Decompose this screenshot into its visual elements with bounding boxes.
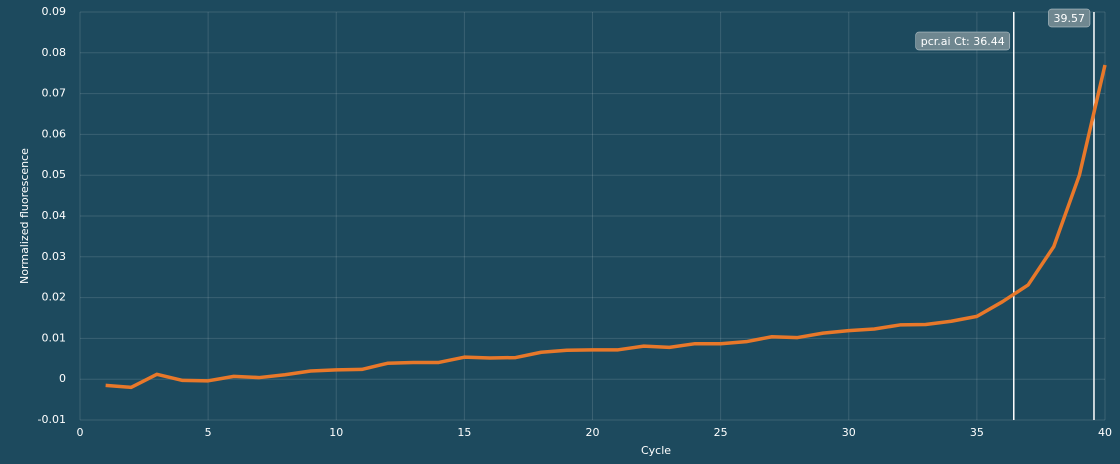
annotation-label: 39.57 — [1053, 12, 1085, 25]
x-tick-label: 30 — [842, 426, 856, 439]
x-tick-label: 40 — [1098, 426, 1112, 439]
y-tick-label: 0.01 — [42, 331, 67, 344]
y-tick-label: 0.02 — [42, 291, 67, 304]
x-axis-label: Cycle — [641, 444, 671, 457]
x-tick-label: 25 — [714, 426, 728, 439]
y-tick-label: 0.05 — [42, 168, 67, 181]
annotation-box — [1048, 8, 1091, 28]
x-tick-label: 15 — [457, 426, 471, 439]
x-tick-label: 5 — [205, 426, 212, 439]
y-tick-label: 0.08 — [42, 46, 67, 59]
x-tick-label: 20 — [586, 426, 600, 439]
y-tick-label: 0.09 — [42, 5, 67, 18]
y-axis-label: Normalized fluorescence — [18, 148, 31, 284]
y-tick-label: -0.01 — [38, 413, 66, 426]
y-tick-label: 0.03 — [42, 250, 67, 263]
y-tick-label: 0 — [59, 372, 66, 385]
annotation-box — [915, 31, 1011, 51]
y-tick-label: 0.06 — [42, 127, 67, 140]
annotation-label: pcr.ai Ct: 36.44 — [921, 35, 1005, 48]
data-line — [105, 64, 1107, 390]
y-tick-label: 0.07 — [42, 87, 67, 100]
x-tick-label: 35 — [970, 426, 984, 439]
x-tick-label: 0 — [77, 426, 84, 439]
y-tick-label: 0.04 — [42, 209, 67, 222]
x-tick-label: 10 — [329, 426, 343, 439]
